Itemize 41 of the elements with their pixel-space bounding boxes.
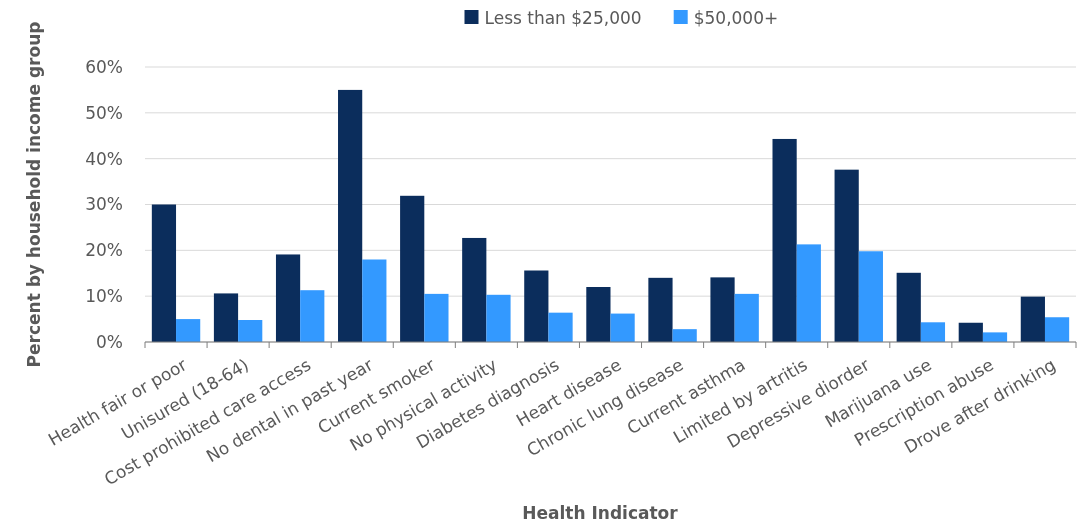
bar bbox=[858, 251, 883, 342]
legend-label: $50,000+ bbox=[693, 7, 779, 28]
y-tick-label: 20% bbox=[85, 240, 123, 261]
y-tick-label: 50% bbox=[85, 102, 123, 123]
bar bbox=[275, 254, 301, 342]
bar bbox=[486, 294, 511, 342]
bar bbox=[958, 322, 983, 342]
y-tick-label: 60% bbox=[85, 56, 123, 77]
x-axis-title: Health Indicator bbox=[522, 503, 679, 523]
bar bbox=[982, 332, 1008, 342]
bar bbox=[834, 169, 859, 342]
bar bbox=[300, 290, 325, 342]
bar bbox=[920, 322, 946, 342]
bar bbox=[524, 270, 549, 342]
bar bbox=[362, 259, 387, 342]
bar bbox=[672, 329, 697, 342]
y-tick-label: 10% bbox=[85, 286, 123, 307]
y-tick-label: 30% bbox=[85, 194, 123, 215]
bar bbox=[424, 293, 449, 342]
bar bbox=[213, 293, 239, 342]
bar bbox=[648, 277, 673, 342]
bar bbox=[586, 287, 611, 342]
bar bbox=[1044, 317, 1070, 342]
bar bbox=[796, 244, 821, 342]
bar bbox=[400, 195, 425, 342]
legend-label: Less than $25,000 bbox=[484, 7, 642, 28]
bar bbox=[772, 138, 797, 342]
bar bbox=[338, 89, 363, 342]
bar bbox=[610, 313, 635, 342]
bar bbox=[238, 320, 263, 342]
bar bbox=[896, 272, 921, 342]
bar bbox=[462, 237, 487, 342]
bar bbox=[548, 312, 573, 342]
bar bbox=[176, 319, 201, 342]
y-tick-label: 0% bbox=[96, 331, 123, 352]
bar bbox=[151, 204, 177, 342]
y-axis-title: Percent by household income group bbox=[24, 21, 44, 368]
bar bbox=[710, 277, 735, 342]
bar bbox=[1020, 296, 1045, 342]
bar bbox=[734, 293, 759, 342]
y-tick-label: 40% bbox=[85, 148, 123, 169]
